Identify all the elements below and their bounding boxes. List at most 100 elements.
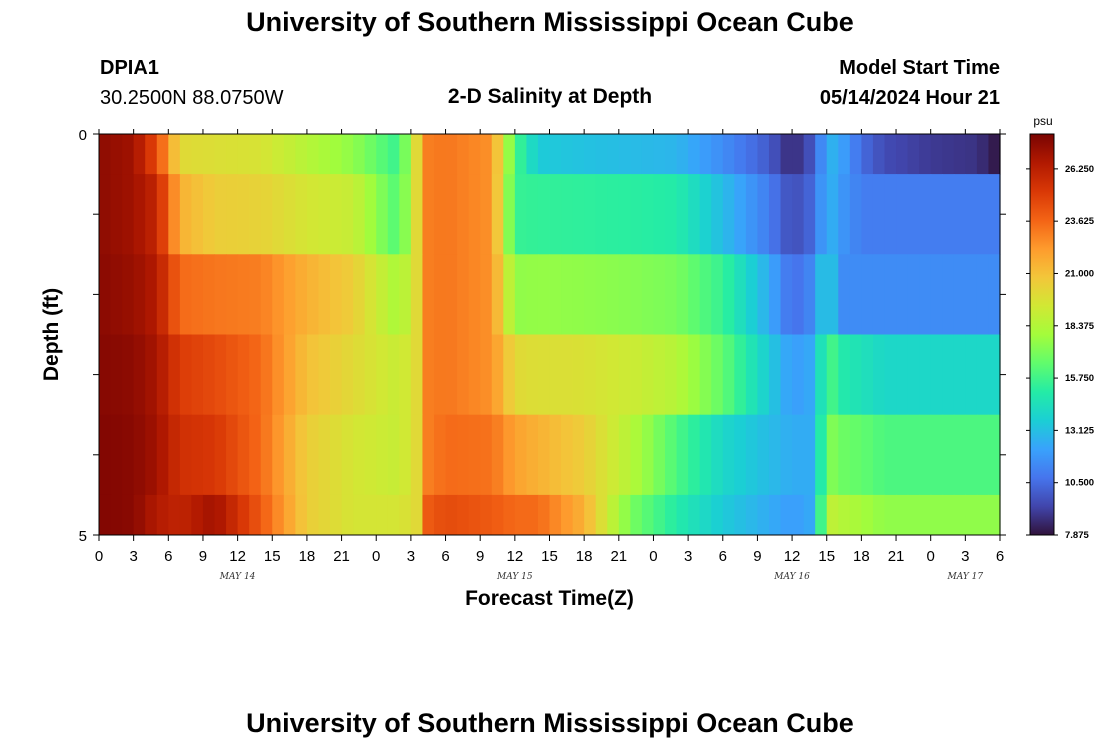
heatmap-cell — [295, 134, 308, 175]
heatmap-cell — [976, 254, 990, 335]
x-tick-label: 6 — [164, 548, 172, 565]
heatmap-cell — [584, 254, 597, 335]
heatmap-cell — [792, 174, 805, 255]
heatmap-cell — [988, 254, 1001, 335]
heatmap-cell — [202, 334, 216, 416]
heatmap-cell — [896, 174, 909, 255]
heatmap-cell — [99, 174, 112, 255]
x-axis-label: Forecast Time(Z) — [465, 587, 634, 610]
heatmap-cell — [768, 414, 782, 496]
heatmap-cell — [145, 414, 158, 496]
heatmap-cell — [214, 254, 227, 335]
x-tick-label: 3 — [684, 548, 692, 565]
heatmap-cell — [226, 494, 239, 536]
heatmap-cell — [688, 494, 701, 536]
heatmap-cell — [734, 134, 747, 175]
heatmap-cell — [249, 254, 262, 335]
heatmap-cell — [688, 334, 701, 416]
heatmap-cell — [653, 254, 666, 335]
heatmap-cell — [491, 334, 504, 416]
heatmap-cell — [907, 414, 920, 496]
heatmap-cell — [641, 414, 655, 496]
heatmap-cell — [468, 414, 481, 496]
heatmap-cell — [168, 174, 181, 255]
heatmap-cell — [410, 334, 424, 416]
heatmap-cell — [792, 414, 805, 496]
x-tick-label: 3 — [407, 548, 415, 565]
heatmap-cell — [145, 174, 158, 255]
heatmap-cell — [653, 414, 666, 496]
heatmap-cell — [410, 174, 424, 255]
heatmap-cell — [376, 334, 389, 416]
heatmap-cell — [191, 174, 204, 255]
heatmap-cell — [584, 134, 597, 175]
heatmap-cell — [364, 254, 377, 335]
heatmap-cell — [133, 414, 146, 496]
heatmap-cell — [179, 494, 193, 536]
heatmap-cell — [780, 334, 793, 416]
heatmap-cell — [457, 494, 470, 536]
heatmap-cell — [780, 494, 793, 536]
heatmap-cell — [376, 494, 389, 536]
heatmap-cell — [699, 134, 712, 175]
heatmap-cell — [399, 134, 412, 175]
heatmap-cell — [953, 414, 966, 496]
heatmap-cell — [561, 254, 574, 335]
heatmap-cell — [283, 134, 296, 175]
heatmap-cell — [237, 174, 250, 255]
x-date-label: MAY 14 — [219, 572, 256, 582]
heatmap-cell — [341, 254, 354, 335]
heatmap-cell — [318, 334, 331, 416]
heatmap-cell — [849, 174, 862, 255]
heatmap-cell — [942, 174, 955, 255]
heatmap-cell — [688, 174, 701, 255]
heatmap-cell — [676, 494, 689, 536]
heatmap-cell — [745, 334, 759, 416]
heatmap-cell — [919, 254, 932, 335]
heatmap-cell — [514, 334, 527, 416]
heatmap-cell — [387, 134, 400, 175]
heatmap-cell — [815, 494, 828, 536]
heatmap-cell — [607, 414, 620, 496]
heatmap-cell — [202, 254, 216, 335]
heatmap-cell — [976, 134, 990, 175]
heatmap-cell — [884, 174, 897, 255]
heatmap-cell — [595, 334, 608, 416]
heatmap-cell — [399, 414, 412, 496]
heatmap-cell — [745, 254, 759, 335]
heatmap-cell — [838, 334, 851, 416]
heatmap-cell — [156, 134, 169, 175]
heatmap-cell — [433, 174, 447, 255]
heatmap-cell — [468, 334, 481, 416]
heatmap-cell — [861, 134, 874, 175]
heatmap-cell — [907, 254, 920, 335]
heatmap-cell — [896, 254, 909, 335]
heatmap-cell — [676, 414, 689, 496]
heatmap-cell — [549, 254, 562, 335]
heatmap-cell — [653, 494, 666, 536]
heatmap-cell — [480, 414, 493, 496]
heatmap-cell — [595, 174, 608, 255]
heatmap-cell — [318, 134, 331, 175]
heatmap-cell — [179, 134, 193, 175]
heatmap-cell — [872, 174, 886, 255]
heatmap-cell — [433, 334, 447, 416]
heatmap-cells — [99, 134, 1001, 536]
heatmap-cell — [445, 174, 458, 255]
heatmap-cell — [768, 134, 782, 175]
heatmap-cell — [526, 134, 539, 175]
heatmap-cell — [803, 174, 816, 255]
heatmap-cell — [491, 134, 504, 175]
heatmap-cell — [665, 174, 678, 255]
heatmap-cell — [480, 254, 493, 335]
heatmap-cell — [584, 174, 597, 255]
heatmap-cell — [896, 494, 909, 536]
heatmap-cell — [353, 134, 366, 175]
heatmap-cell — [607, 254, 620, 335]
heatmap-cell — [988, 414, 1001, 496]
heatmap-cell — [745, 414, 759, 496]
heatmap-cell — [734, 494, 747, 536]
heatmap-cell — [133, 494, 146, 536]
heatmap-cell — [306, 334, 320, 416]
